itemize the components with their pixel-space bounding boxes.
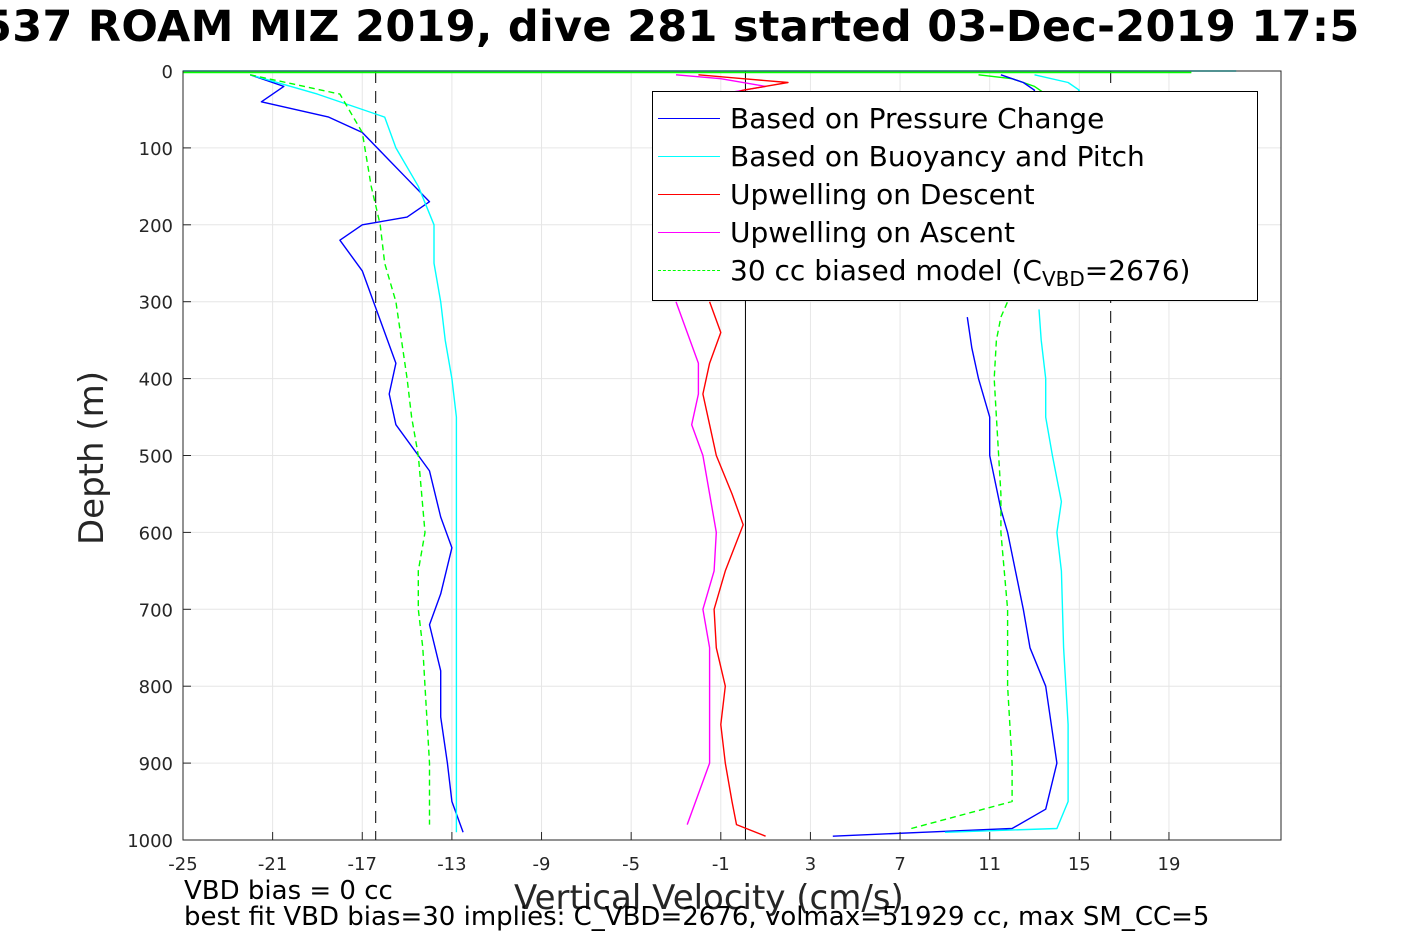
series-line <box>911 301 1013 830</box>
x-tick-label: -21 <box>258 854 287 875</box>
series-line <box>250 74 431 825</box>
y-tick-label: 700 <box>139 600 173 621</box>
legend-entry-ascent: Upwelling on Ascent <box>653 210 1257 249</box>
y-tick-label: 400 <box>139 370 173 391</box>
legend-swatch-descent <box>658 194 720 195</box>
x-tick-label: -1 <box>712 854 730 875</box>
y-tick-label: 800 <box>139 677 173 698</box>
y-tick-label: 100 <box>139 139 173 160</box>
legend-entry-descent: Upwelling on Descent <box>653 172 1257 211</box>
x-tick-label: 3 <box>805 854 816 875</box>
legend: Based on Pressure Change Based on Buoyan… <box>652 91 1258 301</box>
legend-label-buoyancy: Based on Buoyancy and Pitch <box>730 140 1145 173</box>
legend-swatch-buoyancy <box>658 156 720 157</box>
legend-swatch-pressure <box>658 118 720 119</box>
footer-best-fit: best fit VBD bias=30 implies: C_VBD=2676… <box>184 902 1210 932</box>
series-line <box>702 301 766 837</box>
footer-vbd-bias: VBD bias = 0 cc <box>184 876 393 906</box>
series-line <box>250 74 458 833</box>
x-tick-label: 11 <box>978 854 1001 875</box>
legend-label-ascent: Upwelling on Ascent <box>730 216 1016 249</box>
legend-entry-pressure: Based on Pressure Change <box>653 96 1257 135</box>
axes: -25 -21 -17 -13 -9 -5 -1 3 7 11 15 1901002003004005… <box>127 62 1282 875</box>
legend-entry-model: 30 cc biased model (CVBD=2676) <box>653 248 1257 291</box>
x-tick-label: -9 <box>533 854 551 875</box>
series-line <box>675 301 717 825</box>
legend-swatch-model <box>658 270 720 271</box>
series-line <box>832 316 1058 837</box>
x-tick-label: -13 <box>437 854 466 875</box>
x-axis-label: Vertical Velocity (cm/s) <box>514 878 904 918</box>
plot-frame <box>182 70 1282 841</box>
series-lines <box>183 70 1237 837</box>
y-tick-label: 500 <box>139 447 173 468</box>
y-tick-label: 600 <box>139 523 173 544</box>
y-tick-label: 0 <box>162 62 173 83</box>
legend-label-model: 30 cc biased model (CVBD=2676) <box>730 254 1191 291</box>
legend-label-pressure: Based on Pressure Change <box>730 102 1105 135</box>
legend-label-descent: Upwelling on Descent <box>730 178 1035 211</box>
series-line <box>249 74 464 833</box>
x-tick-label: -17 <box>348 854 377 875</box>
x-tick-label: -5 <box>622 854 640 875</box>
y-tick-label: 300 <box>139 293 173 314</box>
y-axis-label: Depth (m) <box>72 370 112 546</box>
y-tick-label: 1000 <box>127 831 173 852</box>
x-tick-label: 15 <box>1068 854 1091 875</box>
legend-swatch-ascent <box>658 232 720 233</box>
y-tick-label: 200 <box>139 216 173 237</box>
x-tick-label: 7 <box>894 854 905 875</box>
y-tick-label: 900 <box>139 754 173 775</box>
legend-entry-buoyancy: Based on Buoyancy and Pitch <box>653 134 1257 173</box>
x-tick-label: -25 <box>168 854 197 875</box>
chart-title: 537 ROAM MIZ 2019, dive 281 started 03-D… <box>0 2 1360 52</box>
x-tick-label: 19 <box>1158 854 1181 875</box>
series-line <box>944 309 1069 833</box>
